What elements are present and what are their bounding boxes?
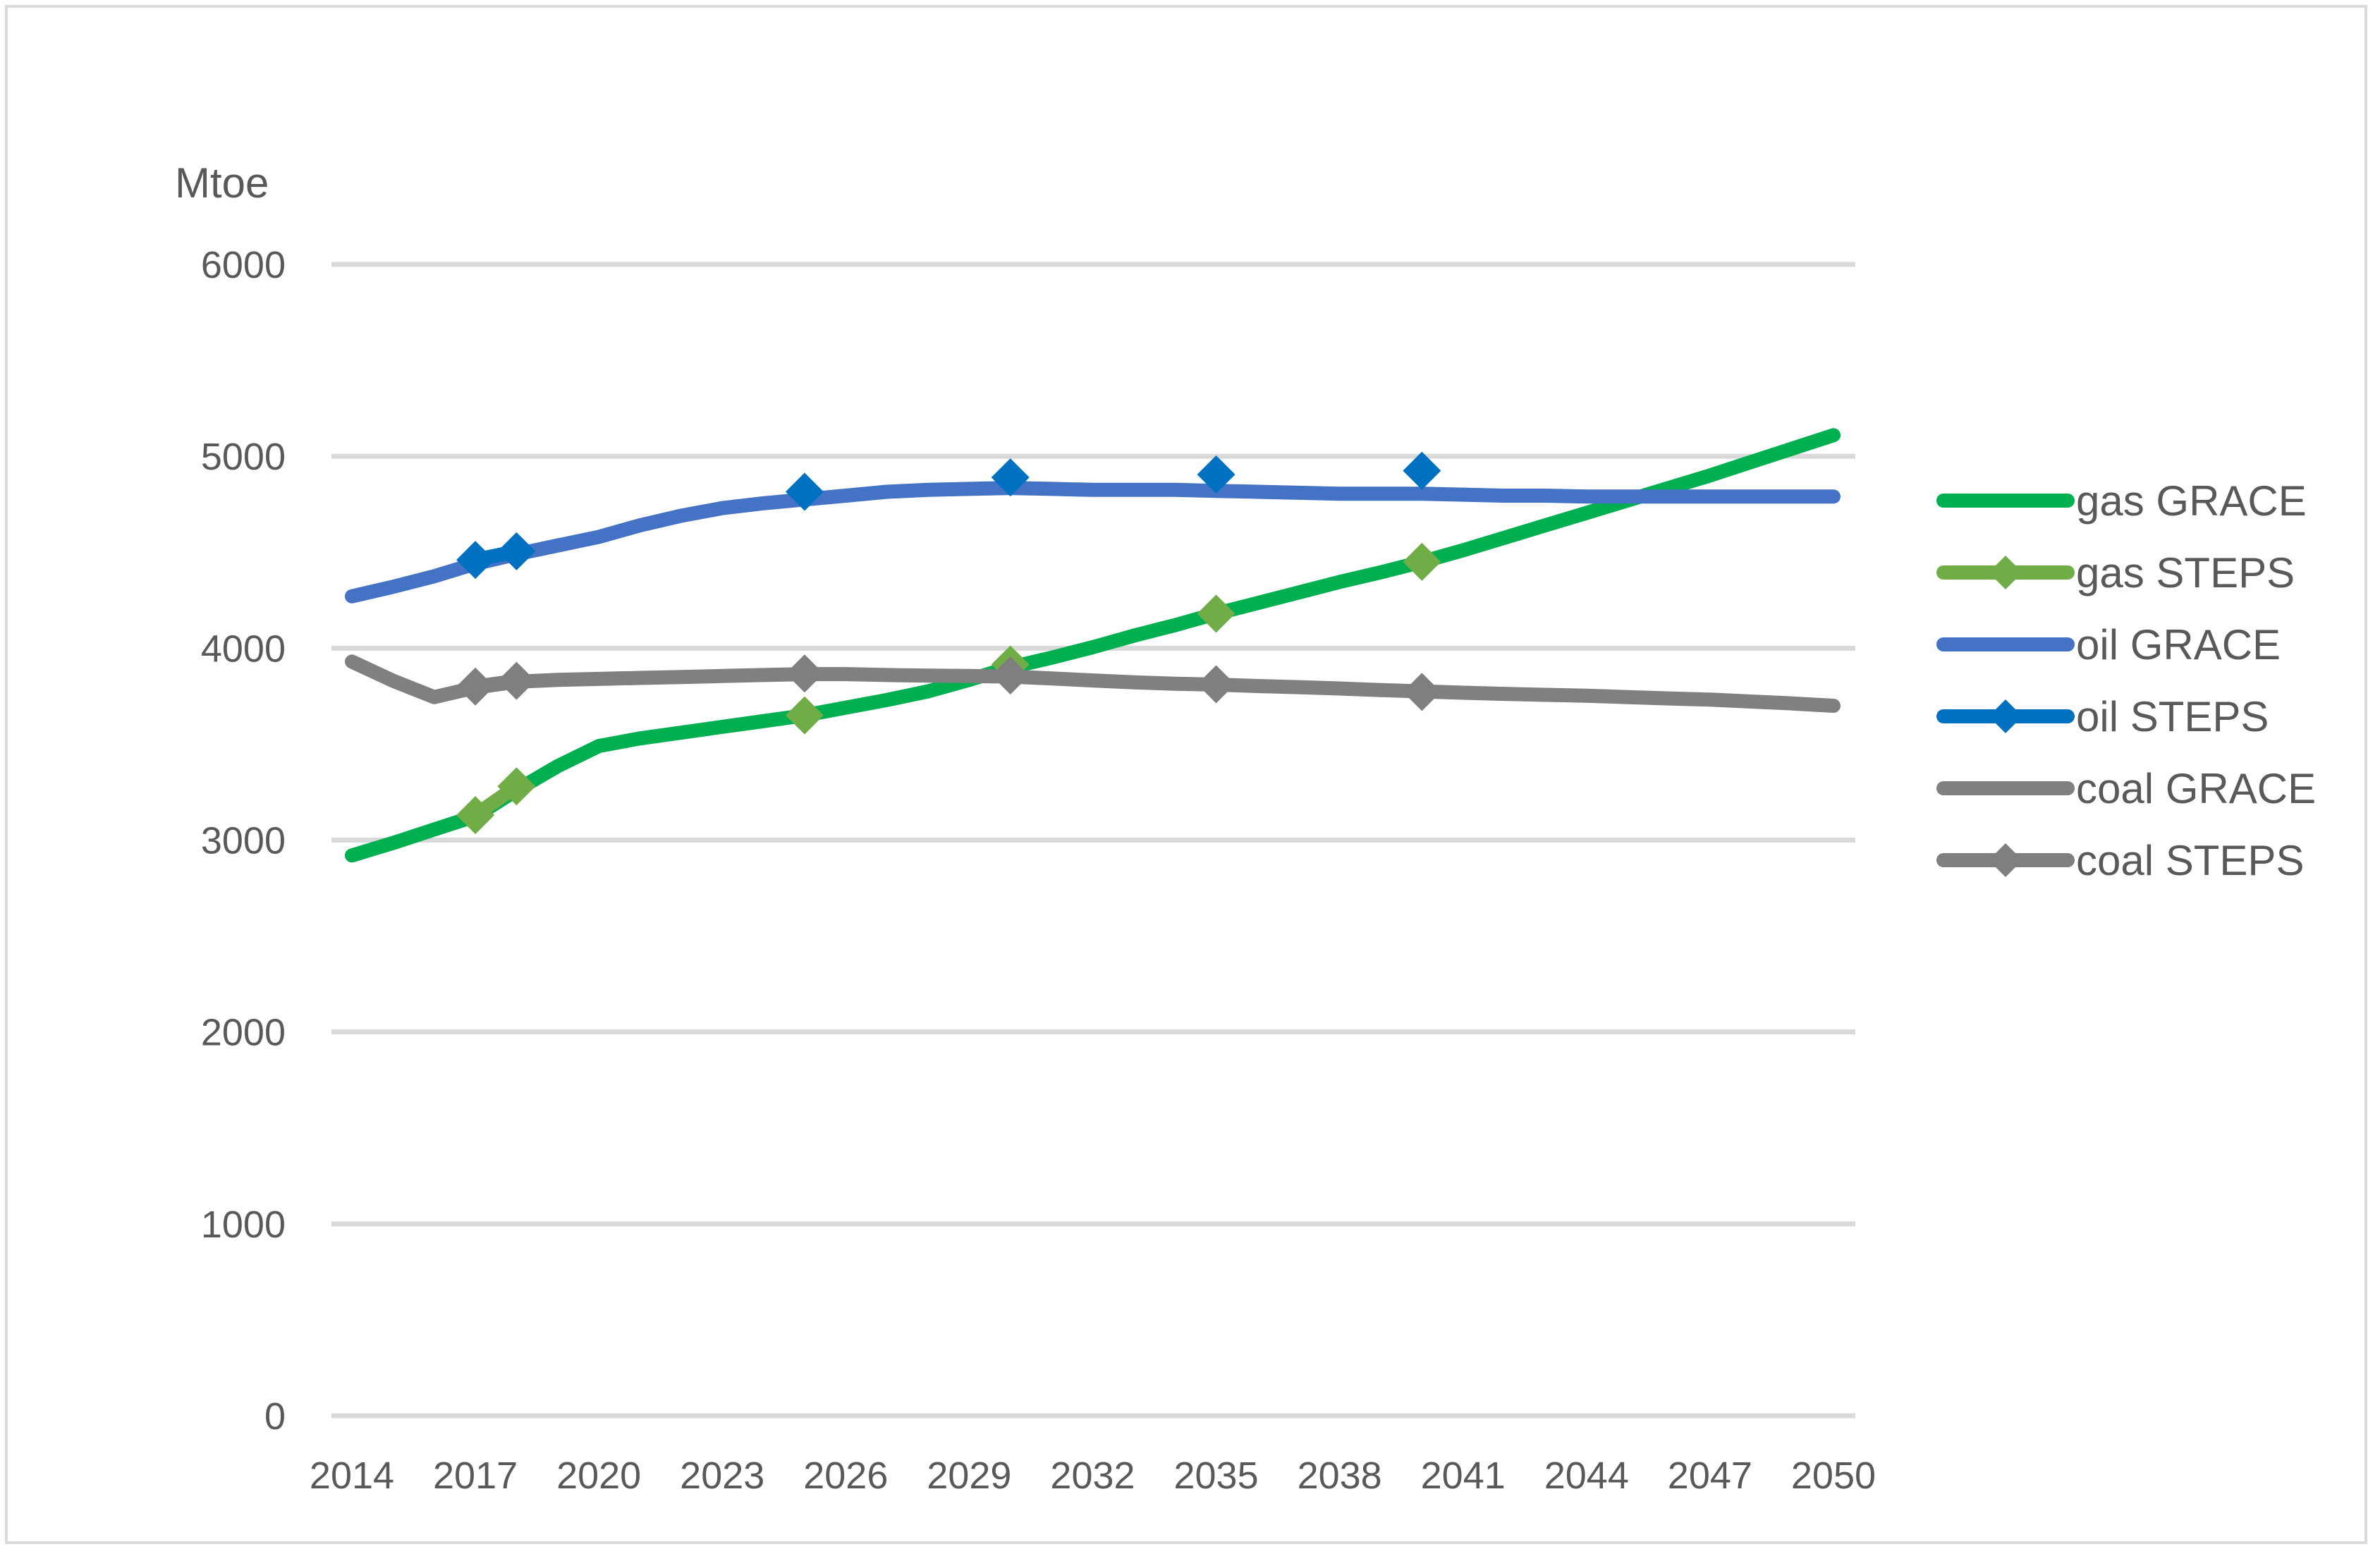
legend-swatch-diamond — [1989, 556, 2022, 589]
legend-label: oil STEPS — [2076, 693, 2269, 740]
series-oil-steps — [456, 451, 1441, 580]
legend-item-oil-steps: oil STEPS — [1936, 693, 2269, 740]
y-axis-tick-label: 5000 — [201, 436, 286, 478]
y-axis-tick-label: 2000 — [201, 1012, 286, 1054]
x-axis-tick-label: 2047 — [1668, 1455, 1752, 1497]
x-axis-tick-label: 2023 — [680, 1455, 764, 1497]
x-axis-tick-label: 2020 — [556, 1455, 641, 1497]
y-axis-tick-label: 1000 — [201, 1204, 286, 1246]
x-axis-tick-label: 2041 — [1421, 1455, 1506, 1497]
series-oil-grace — [345, 481, 1841, 604]
chart-frame — [5, 5, 2367, 1544]
x-axis-tick-label: 2044 — [1544, 1455, 1629, 1497]
y-axis-tick-label: 0 — [264, 1395, 286, 1438]
legend: gas GRACE gas STEPS oil GRACE oil STEPS coal… — [1936, 477, 2316, 884]
series-marker-coal-steps — [497, 661, 536, 700]
x-axis-tick-label: 2050 — [1791, 1455, 1876, 1497]
gridlines-layer — [331, 262, 1855, 1419]
x-axis-tick-label: 2038 — [1298, 1455, 1382, 1497]
series-marker-gas-steps — [785, 696, 824, 735]
y-axis-tick-label: 6000 — [201, 244, 286, 286]
x-axis-tick-label: 2014 — [310, 1455, 394, 1497]
series-marker-coal-steps — [456, 667, 495, 706]
legend-item-coal-steps: coal STEPS — [1936, 837, 2304, 884]
series-coal-grace — [345, 654, 1841, 713]
legend-swatch-diamond — [1989, 843, 2022, 877]
legend-label: oil GRACE — [2076, 621, 2281, 668]
legend-item-gas-steps: gas STEPS — [1936, 549, 2295, 596]
series-line-oil-grace — [345, 481, 1841, 604]
series-marker-gas-steps — [456, 796, 495, 835]
legend-label: gas STEPS — [2076, 549, 2295, 596]
axis-labels-layer: 0 1000 2000 3000 4000 5000 6000 2014 2017 2020 202… — [201, 244, 1876, 1497]
series-marker-coal-steps — [991, 656, 1030, 694]
series-marker-gas-steps — [497, 767, 536, 806]
x-axis-tick-label: 2017 — [433, 1455, 518, 1497]
series-marker-oil-steps — [497, 532, 536, 570]
series-marker-oil-steps — [1197, 455, 1235, 494]
y-axis-tick-label: 3000 — [201, 820, 286, 862]
x-axis-tick-label: 2026 — [803, 1455, 888, 1497]
series-gas-grace — [345, 428, 1841, 863]
x-axis-tick-label: 2032 — [1050, 1455, 1135, 1497]
series-gas-steps — [456, 542, 1441, 835]
x-axis-tick-label: 2035 — [1173, 1455, 1258, 1497]
y-axis-tick-label: 4000 — [201, 628, 286, 670]
series-line-gas-grace — [345, 428, 1841, 863]
series-marker-coal-steps — [785, 654, 824, 693]
series-marker-gas-steps — [1403, 542, 1441, 581]
legend-item-gas-grace: gas GRACE — [1936, 477, 2307, 525]
legend-label: gas GRACE — [2076, 477, 2307, 525]
series-marker-coal-steps — [1403, 673, 1441, 711]
series-marker-oil-steps — [991, 458, 1030, 497]
series-marker-oil-steps — [456, 541, 495, 580]
axis-title-mtoe: Mtoe — [175, 159, 269, 207]
legend-item-coal-grace: coal GRACE — [1936, 765, 2316, 812]
series-marker-oil-steps — [785, 472, 824, 511]
x-axis-tick-label: 2029 — [927, 1455, 1011, 1497]
legend-label: coal GRACE — [2076, 765, 2316, 812]
series-line-coal-grace — [345, 654, 1841, 713]
series-coal-steps — [456, 654, 1441, 711]
legend-label: coal STEPS — [2076, 837, 2304, 884]
series-layer — [345, 428, 1841, 863]
legend-swatch-diamond — [1989, 699, 2022, 733]
series-marker-gas-steps — [1197, 594, 1235, 633]
series-marker-oil-steps — [1403, 451, 1441, 490]
series-marker-coal-steps — [1197, 665, 1235, 704]
legend-item-oil-grace: oil GRACE — [1936, 621, 2281, 668]
